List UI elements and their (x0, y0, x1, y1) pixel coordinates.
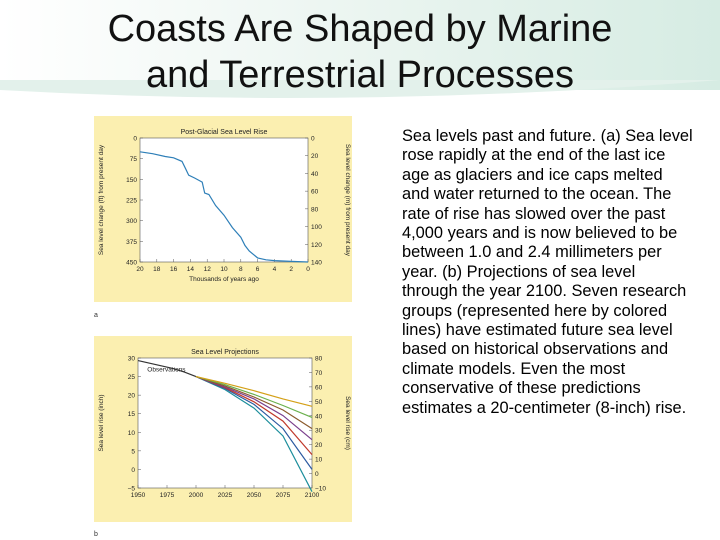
y-tick-label-left: −5 (128, 486, 136, 493)
y-axis-label-left: Sea level change (ft) from present day (98, 144, 105, 255)
slide-title: Coasts Are Shaped by Marine and Terrestr… (0, 6, 720, 98)
series-line-2 (195, 376, 313, 492)
caption-text: Sea levels past and future. (a) Sea leve… (402, 127, 693, 417)
figure-a-panel: Post-Glacial Sea Level Rise 0 75 150 225 300 3… (94, 116, 352, 302)
x-tick-label: 1975 (160, 492, 175, 499)
y-tick-label-right: 40 (315, 413, 323, 420)
y-tick-label-right: 120 (311, 242, 322, 249)
x-axis-label: Thousands of years ago (189, 276, 259, 283)
y-axis-label-right: Sea level rise (cm) (344, 396, 351, 450)
x-tick-label: 4 (273, 266, 277, 273)
y-tick-label-left: 300 (126, 218, 137, 225)
x-tick-label: 2100 (305, 492, 320, 499)
series-line-6 (195, 376, 313, 430)
y-tick-label-left: 15 (128, 411, 136, 418)
projection-chart: Sea Level Projections302520151050−580706… (98, 349, 351, 499)
chart-title: Post-Glacial Sea Level Rise (181, 129, 268, 136)
chart-title: Sea Level Projections (191, 349, 259, 356)
x-tick-label: 2075 (276, 492, 291, 499)
y-tick-label-right: 50 (315, 399, 323, 406)
banner-curve (0, 80, 720, 98)
y-tick-label-left: 25 (128, 374, 136, 381)
observations-annotation: Observations (147, 367, 186, 374)
y-tick-label-left: 20 (128, 393, 136, 400)
post-glacial-chart: Post-Glacial Sea Level Rise 0 75 150 225 300 3… (98, 129, 351, 283)
y-tick-label-right: 60 (311, 189, 319, 196)
y-tick-label-right: 60 (315, 384, 323, 391)
y-axis-label-right: Sea level change (m) from present day (344, 144, 351, 257)
series-line-8 (195, 376, 313, 407)
x-tick-label: 18 (153, 266, 161, 273)
series-line-1 (139, 151, 309, 263)
y-tick-label-left: 10 (128, 430, 136, 437)
x-tick-label: 16 (170, 266, 178, 273)
y-tick-label-right: 10 (315, 457, 323, 464)
figure-b-letter: b (94, 531, 98, 538)
x-tick-label: 10 (220, 266, 228, 273)
y-tick-label-right: 100 (311, 224, 322, 231)
x-tick-label: 20 (136, 266, 144, 273)
y-tick-label-left: 150 (126, 177, 137, 184)
series-line-1 (137, 360, 197, 378)
x-tick-label: 2050 (247, 492, 262, 499)
y-tick-label-left: 225 (126, 198, 137, 205)
y-tick-label-right: 0 (311, 136, 315, 143)
y-tick-label-left: 450 (126, 260, 137, 267)
x-tick-label: 12 (204, 266, 212, 273)
x-tick-label: 1950 (131, 492, 146, 499)
y-tick-label-left: 0 (133, 136, 137, 143)
y-tick-label-left: 75 (130, 156, 138, 163)
x-tick-label: 2000 (189, 492, 204, 499)
y-tick-label-left: 5 (131, 448, 135, 455)
x-tick-label: 0 (306, 266, 310, 273)
x-tick-label: 14 (187, 266, 195, 273)
y-tick-label-left: 30 (128, 356, 136, 363)
y-tick-label-right: 20 (315, 442, 323, 449)
plot-area (139, 137, 309, 263)
x-tick-label: 6 (256, 266, 260, 273)
x-tick-label: 2025 (218, 492, 233, 499)
y-tick-label-right: 30 (315, 428, 323, 435)
y-tick-label-right: 20 (311, 153, 319, 160)
plot-area (137, 357, 313, 489)
x-tick-label: 2 (289, 266, 293, 273)
series-line-7 (195, 376, 313, 418)
figure-a-letter: a (94, 312, 98, 319)
title-line-2: and Terrestrial Processes (145, 54, 575, 96)
y-tick-label-right: 140 (311, 260, 322, 267)
series-line-5 (195, 376, 313, 441)
y-axis-label-left: Sea level rise (inch) (98, 394, 105, 451)
title-line-1: Coasts Are Shaped by Marine (107, 8, 613, 50)
x-tick-label: 8 (239, 266, 243, 273)
y-tick-label-right: 80 (315, 356, 323, 363)
y-tick-label-right: −10 (315, 486, 326, 493)
y-tick-label-right: 70 (315, 370, 323, 377)
y-tick-label-left: 0 (131, 467, 135, 474)
figure-b-panel: Sea Level Projections 30 25 20 15 10 5 0 −5 80 70 6… (94, 336, 352, 522)
y-tick-label-left: 375 (126, 239, 137, 246)
y-tick-label-right: 40 (311, 171, 319, 178)
y-tick-label-right: 0 (315, 471, 319, 478)
title-banner (0, 0, 720, 90)
y-tick-label-right: 80 (311, 206, 319, 213)
